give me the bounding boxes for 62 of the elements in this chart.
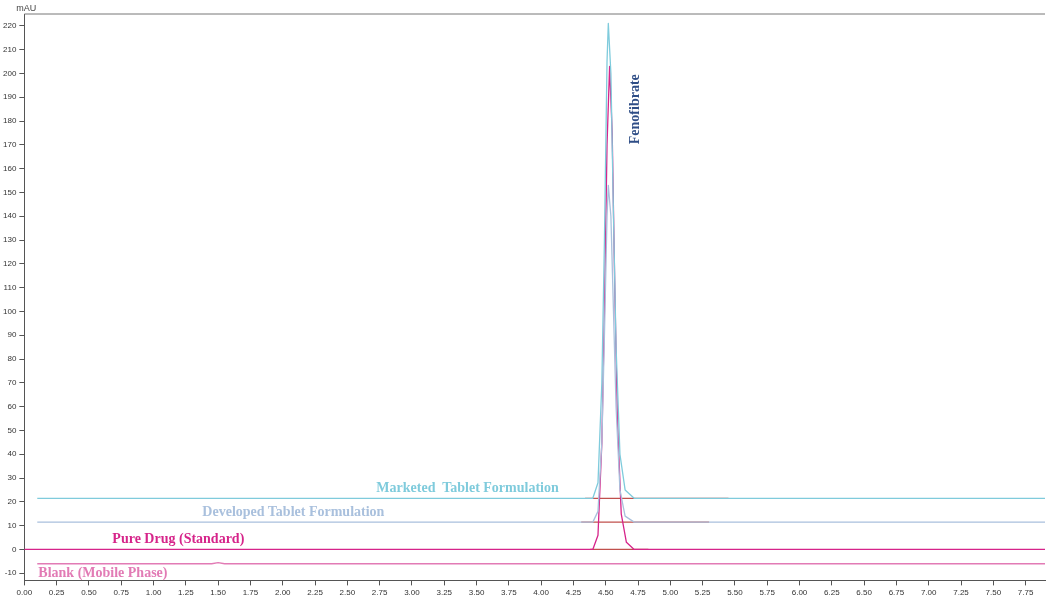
series-label: Marketed Tablet Formulation <box>376 479 559 495</box>
x-tick-label: 4.00 <box>533 588 550 598</box>
x-tick-label: 6.75 <box>888 588 905 598</box>
x-tick-label: 6.25 <box>824 588 841 598</box>
y-tick-label: 70 <box>7 378 17 388</box>
y-tick-label: 90 <box>7 330 17 340</box>
x-tick-label: 4.25 <box>565 588 582 598</box>
y-tick-label: 170 <box>2 140 17 150</box>
y-tick-label: 130 <box>2 235 17 245</box>
x-tick-label: 1.50 <box>210 588 227 598</box>
y-tick-label: 110 <box>3 282 17 292</box>
x-tick-label: 1.25 <box>178 588 195 598</box>
x-tick-label: 2.50 <box>339 588 356 598</box>
y-tick-label: 180 <box>2 116 17 126</box>
x-tick-label: 0.00 <box>16 588 33 598</box>
x-tick-label: 0.75 <box>113 588 130 598</box>
x-tick-label: 5.75 <box>759 588 776 598</box>
y-tick-label: 0 <box>11 544 17 554</box>
y-tick-label: 120 <box>2 259 17 269</box>
x-tick-label: 4.75 <box>630 588 647 598</box>
y-tick-label: 30 <box>7 473 17 483</box>
y-tick-label: 80 <box>7 354 17 364</box>
x-tick-label: 3.00 <box>404 588 421 598</box>
x-tick-label: 7.75 <box>1017 588 1034 598</box>
x-tick-label: 5.50 <box>727 588 744 598</box>
y-tick-label: 10 <box>7 520 17 530</box>
y-axis-title: mAU <box>16 2 37 13</box>
annotation: Fenofibrate <box>627 74 643 145</box>
x-tick-label: 7.25 <box>953 588 970 598</box>
x-tick-label: 2.00 <box>274 588 292 598</box>
x-tick-label: 1.00 <box>145 588 162 598</box>
y-tick-label: 50 <box>7 425 17 435</box>
x-tick-label: 7.00 <box>920 588 938 598</box>
x-tick-label: 5.00 <box>662 588 679 598</box>
x-tick-label: 3.75 <box>501 588 518 598</box>
y-tick-label: 160 <box>2 163 17 173</box>
x-tick-label: 4.50 <box>597 588 615 598</box>
x-tick-label: 6.50 <box>856 588 873 598</box>
y-tick-label: 140 <box>2 211 17 221</box>
y-tick-label: 220 <box>2 21 17 31</box>
x-tick-label: 7.50 <box>985 588 1002 598</box>
x-tick-label: 0.25 <box>48 588 65 598</box>
x-tick-label: 3.25 <box>436 588 453 598</box>
y-tick-label: 200 <box>2 68 17 78</box>
x-tick-label: 1.75 <box>242 588 259 598</box>
y-tick-label: 20 <box>7 497 17 507</box>
y-tick-label: -10 <box>4 568 17 578</box>
x-tick-label: 2.75 <box>371 588 388 598</box>
x-tick-label: 5.25 <box>694 588 711 598</box>
x-tick-label: 3.50 <box>468 588 485 598</box>
y-tick-label: 210 <box>2 44 17 54</box>
y-tick-label: 60 <box>7 401 17 411</box>
y-tick-label: 190 <box>2 92 17 102</box>
x-tick-label: 0.50 <box>81 588 98 598</box>
y-tick-label: 150 <box>2 187 17 197</box>
y-tick-label: 100 <box>2 306 17 316</box>
y-tick-label: 40 <box>7 449 17 459</box>
series-label: Pure Drug (Standard) <box>112 531 245 548</box>
x-tick-label: 2.25 <box>307 588 324 598</box>
series-label: Blank (Mobile Phase) <box>38 565 168 582</box>
series-label: Developed Tablet Formulation <box>202 503 385 519</box>
x-tick-label: 6.00 <box>791 588 808 598</box>
